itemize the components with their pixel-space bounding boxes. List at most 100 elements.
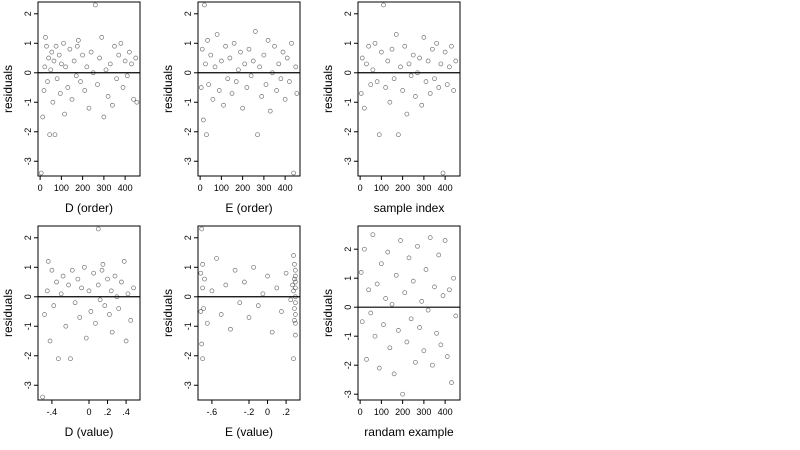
- data-point: [121, 259, 127, 264]
- data-point: [293, 300, 298, 306]
- x-tick-label: 200: [395, 183, 410, 193]
- y-tick-label: -2: [343, 128, 353, 136]
- data-point: [97, 55, 102, 61]
- data-point: [370, 67, 376, 73]
- data-point: [423, 267, 429, 272]
- data-point: [200, 356, 205, 362]
- data-point: [200, 261, 205, 267]
- data-point: [438, 61, 444, 67]
- data-point: [74, 43, 80, 49]
- data-point: [123, 338, 129, 344]
- x-tick-label: 100: [54, 183, 69, 193]
- data-point: [116, 306, 122, 311]
- data-point: [95, 82, 100, 87]
- data-point: [278, 76, 284, 82]
- x-tick-label: 0: [265, 407, 270, 417]
- x-tick-label: .2: [282, 407, 290, 417]
- data-point: [82, 88, 88, 93]
- data-point: [423, 79, 429, 84]
- y-tick-label: 2: [183, 11, 193, 16]
- data-point: [293, 294, 298, 300]
- data-point: [88, 309, 94, 314]
- data-point: [372, 333, 378, 339]
- data-point: [451, 275, 456, 281]
- y-tick-label: -1: [23, 322, 33, 330]
- data-point: [65, 85, 71, 90]
- data-point: [38, 170, 44, 176]
- data-point: [51, 303, 57, 308]
- data-point: [60, 273, 66, 279]
- data-point: [400, 391, 405, 397]
- x-tick-label: 0: [38, 183, 43, 193]
- data-point: [379, 49, 384, 55]
- data-point: [238, 49, 243, 55]
- data-point: [274, 285, 280, 291]
- data-point: [292, 276, 297, 282]
- y-tick-label: -3: [183, 381, 193, 389]
- data-point: [125, 291, 131, 297]
- data-point: [116, 52, 122, 58]
- data-point: [451, 88, 456, 93]
- data-point: [42, 64, 48, 70]
- data-point: [242, 279, 247, 285]
- data-point: [57, 91, 63, 96]
- data-point: [62, 111, 67, 117]
- y-tick-label: 1: [343, 41, 353, 46]
- data-point: [372, 40, 378, 46]
- data-point: [47, 338, 53, 344]
- panel-6: -3 -2 -1 0 1 2 0 100 200 300 400 randam example resi…: [321, 225, 461, 439]
- data-point: [133, 55, 139, 61]
- x-tick-label: 300: [96, 183, 111, 193]
- data-point: [267, 108, 273, 114]
- data-point: [283, 270, 289, 276]
- data-point: [376, 132, 382, 138]
- x-axis-label: E (value): [225, 425, 273, 439]
- data-point: [272, 43, 277, 49]
- data-point: [291, 170, 296, 176]
- data-point: [49, 49, 55, 55]
- data-point: [269, 329, 275, 335]
- x-axis-label: randam example: [364, 425, 454, 439]
- x-axis-label: sample index: [374, 201, 445, 215]
- x-tick-label: 200: [395, 407, 410, 417]
- data-point: [453, 58, 459, 64]
- data-point: [109, 329, 115, 335]
- data-point: [265, 37, 271, 43]
- data-point: [417, 325, 422, 330]
- data-point: [389, 46, 395, 52]
- data-point: [46, 55, 51, 61]
- data-point: [40, 394, 45, 400]
- data-point: [218, 312, 224, 317]
- plot-frame: [197, 225, 301, 401]
- data-point: [294, 91, 300, 96]
- data-point: [385, 58, 391, 64]
- data-point: [91, 270, 96, 276]
- x-tick-label: -.2: [244, 407, 255, 417]
- x-tick-label: 200: [235, 183, 250, 193]
- data-point: [419, 102, 425, 108]
- data-point: [444, 82, 450, 87]
- data-point: [112, 273, 118, 279]
- data-point: [78, 79, 83, 84]
- y-tick-label: 1: [343, 276, 353, 281]
- plot-frame: [357, 225, 461, 401]
- y-tick-label: -3: [343, 390, 353, 398]
- data-point: [44, 288, 50, 294]
- data-point: [292, 261, 297, 267]
- x-axis-label: D (order): [65, 201, 113, 215]
- data-point: [358, 270, 364, 275]
- data-point: [214, 32, 220, 37]
- data-point: [290, 282, 295, 288]
- data-point: [391, 76, 397, 82]
- data-point: [292, 318, 297, 323]
- x-tick-label: 0: [358, 407, 363, 417]
- data-point: [242, 61, 248, 67]
- data-point: [72, 300, 78, 306]
- data-point: [274, 88, 279, 93]
- x-tick-label: .2: [104, 407, 112, 417]
- x-tick-label: 300: [416, 407, 431, 417]
- data-point: [210, 96, 216, 102]
- data-point: [370, 232, 376, 238]
- data-point: [232, 267, 238, 273]
- data-point: [432, 76, 437, 82]
